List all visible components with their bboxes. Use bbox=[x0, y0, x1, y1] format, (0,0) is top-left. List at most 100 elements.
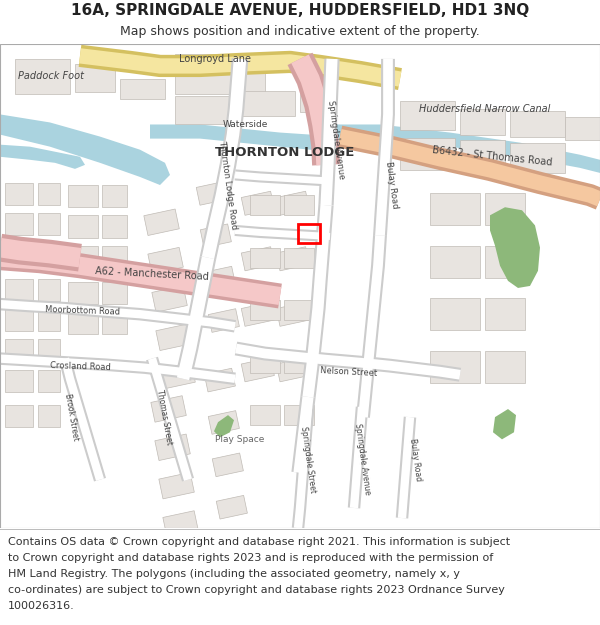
Text: Thomas Street: Thomas Street bbox=[155, 389, 173, 446]
Text: Paddock Foot: Paddock Foot bbox=[18, 71, 84, 81]
Bar bbox=[5, 279, 33, 301]
Polygon shape bbox=[160, 362, 196, 389]
Bar bbox=[102, 185, 127, 208]
Text: A62 - Manchester Road: A62 - Manchester Road bbox=[95, 266, 209, 282]
Polygon shape bbox=[241, 191, 274, 215]
Polygon shape bbox=[490, 208, 540, 288]
Polygon shape bbox=[167, 549, 202, 576]
Polygon shape bbox=[196, 182, 227, 205]
Text: Brook Street: Brook Street bbox=[64, 393, 80, 441]
Text: HM Land Registry. The polygons (including the associated geometry, namely x, y: HM Land Registry. The polygons (includin… bbox=[8, 569, 460, 579]
Bar bbox=[430, 193, 480, 226]
Polygon shape bbox=[241, 247, 274, 271]
Bar bbox=[284, 300, 314, 320]
Text: Springdale Avenue: Springdale Avenue bbox=[353, 423, 371, 496]
Polygon shape bbox=[204, 266, 235, 290]
Bar bbox=[38, 279, 60, 301]
Bar bbox=[565, 118, 600, 139]
Text: Huddersfield Narrow Canal: Huddersfield Narrow Canal bbox=[419, 104, 551, 114]
Text: Springdale Street: Springdale Street bbox=[299, 426, 317, 493]
Text: Bulay Road: Bulay Road bbox=[407, 438, 422, 481]
Text: Nelson Street: Nelson Street bbox=[320, 366, 377, 378]
Polygon shape bbox=[152, 286, 187, 312]
Polygon shape bbox=[156, 324, 191, 351]
Bar bbox=[102, 215, 127, 238]
Text: Longroyd Lane: Longroyd Lane bbox=[179, 54, 251, 64]
Bar bbox=[175, 54, 265, 94]
Bar bbox=[5, 244, 33, 266]
Bar bbox=[250, 405, 280, 425]
Polygon shape bbox=[0, 129, 85, 169]
Text: Springdale Avenue: Springdale Avenue bbox=[326, 99, 346, 179]
Text: 16A, SPRINGDALE AVENUE, HUDDERSFIELD, HD1 3NQ: 16A, SPRINGDALE AVENUE, HUDDERSFIELD, HD… bbox=[71, 3, 529, 18]
Bar bbox=[510, 142, 565, 173]
Bar bbox=[5, 213, 33, 236]
Polygon shape bbox=[151, 396, 187, 422]
Bar bbox=[250, 195, 280, 215]
Polygon shape bbox=[276, 357, 310, 382]
Bar bbox=[250, 248, 280, 268]
Bar bbox=[75, 64, 115, 92]
Bar bbox=[38, 213, 60, 236]
Polygon shape bbox=[241, 302, 274, 326]
Text: co-ordinates) are subject to Crown copyright and database rights 2023 Ordnance S: co-ordinates) are subject to Crown copyr… bbox=[8, 585, 505, 595]
Bar bbox=[120, 79, 165, 99]
Bar bbox=[102, 312, 127, 334]
Text: 100026316.: 100026316. bbox=[8, 601, 75, 611]
Bar bbox=[5, 309, 33, 331]
Polygon shape bbox=[200, 224, 232, 248]
Polygon shape bbox=[216, 496, 247, 519]
Bar bbox=[400, 138, 455, 170]
Text: Thornton Lodge Road: Thornton Lodge Road bbox=[217, 140, 239, 230]
Polygon shape bbox=[276, 302, 310, 326]
Bar bbox=[38, 370, 60, 392]
Bar bbox=[15, 59, 70, 94]
Bar bbox=[298, 224, 320, 243]
Polygon shape bbox=[276, 191, 310, 215]
Bar bbox=[5, 339, 33, 362]
Text: Play Space: Play Space bbox=[215, 435, 265, 444]
Bar bbox=[284, 248, 314, 268]
Polygon shape bbox=[204, 368, 235, 392]
Bar bbox=[38, 183, 60, 205]
Bar bbox=[240, 91, 295, 116]
Bar bbox=[460, 109, 505, 134]
Bar bbox=[38, 339, 60, 362]
Polygon shape bbox=[493, 409, 516, 439]
Polygon shape bbox=[163, 511, 199, 538]
Bar bbox=[284, 352, 314, 372]
Bar bbox=[68, 185, 98, 208]
Text: to Crown copyright and database rights 2023 and is reproduced with the permissio: to Crown copyright and database rights 2… bbox=[8, 553, 493, 563]
Text: Bulay Road: Bulay Road bbox=[384, 161, 400, 209]
Polygon shape bbox=[148, 248, 184, 274]
Bar bbox=[38, 309, 60, 331]
Polygon shape bbox=[155, 434, 190, 461]
Bar bbox=[430, 351, 480, 382]
Bar bbox=[300, 90, 330, 112]
Text: THORNTON LODGE: THORNTON LODGE bbox=[215, 146, 355, 159]
Text: Map shows position and indicative extent of the property.: Map shows position and indicative extent… bbox=[120, 25, 480, 38]
Polygon shape bbox=[241, 357, 274, 382]
Bar bbox=[400, 101, 455, 129]
Polygon shape bbox=[208, 309, 239, 332]
Bar bbox=[485, 193, 525, 226]
Bar bbox=[460, 139, 505, 170]
Bar bbox=[5, 405, 33, 428]
Bar bbox=[68, 246, 98, 268]
Text: Crosland Road: Crosland Road bbox=[50, 361, 111, 372]
Polygon shape bbox=[0, 94, 170, 185]
Bar bbox=[5, 183, 33, 205]
Bar bbox=[5, 370, 33, 392]
Polygon shape bbox=[159, 472, 194, 499]
Bar bbox=[68, 312, 98, 334]
Text: B6432 - St Thomas Road: B6432 - St Thomas Road bbox=[431, 146, 553, 168]
Bar bbox=[510, 111, 565, 137]
Polygon shape bbox=[144, 209, 179, 236]
Bar bbox=[68, 282, 98, 304]
Bar bbox=[430, 298, 480, 331]
Text: Contains OS data © Crown copyright and database right 2021. This information is : Contains OS data © Crown copyright and d… bbox=[8, 537, 510, 547]
Bar bbox=[102, 282, 127, 304]
Bar bbox=[175, 96, 235, 124]
Bar bbox=[284, 405, 314, 425]
Bar bbox=[102, 246, 127, 268]
